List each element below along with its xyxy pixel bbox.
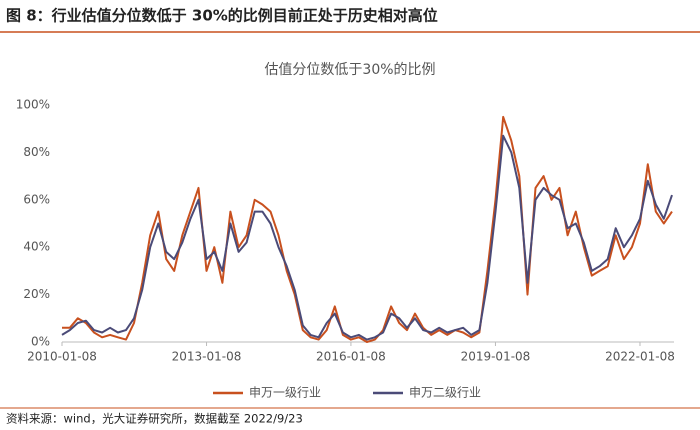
x-tick-label: 2016-01-08 xyxy=(316,350,386,364)
source-note: 资料来源：wind，光大证券研究所，数据截至 2022/9/23 xyxy=(6,412,303,426)
series-line xyxy=(61,134,673,341)
x-tick-label: 2022-01-08 xyxy=(605,350,675,364)
legend-label: 申万二级行业 xyxy=(409,386,481,400)
y-tick-label: 40% xyxy=(23,240,50,254)
x-tick-label: 2013-01-08 xyxy=(172,350,242,364)
y-tick-label: 0% xyxy=(31,335,50,349)
y-tick-label: 100% xyxy=(16,98,50,112)
y-tick-label: 20% xyxy=(23,287,50,301)
y-tick-label: 60% xyxy=(23,192,50,206)
legend-label: 申万一级行业 xyxy=(249,386,321,400)
chart-title: 估值分位数低于30%的比例 xyxy=(264,62,435,78)
y-tick-label: 80% xyxy=(23,145,50,159)
x-tick-label: 2010-01-08 xyxy=(27,350,97,364)
x-tick-label: 2019-01-08 xyxy=(461,350,531,364)
figure-caption: 图 8：行业估值分位数低于 30%的比例目前正处于历史相对高位 xyxy=(6,7,438,25)
series-line xyxy=(62,115,673,343)
